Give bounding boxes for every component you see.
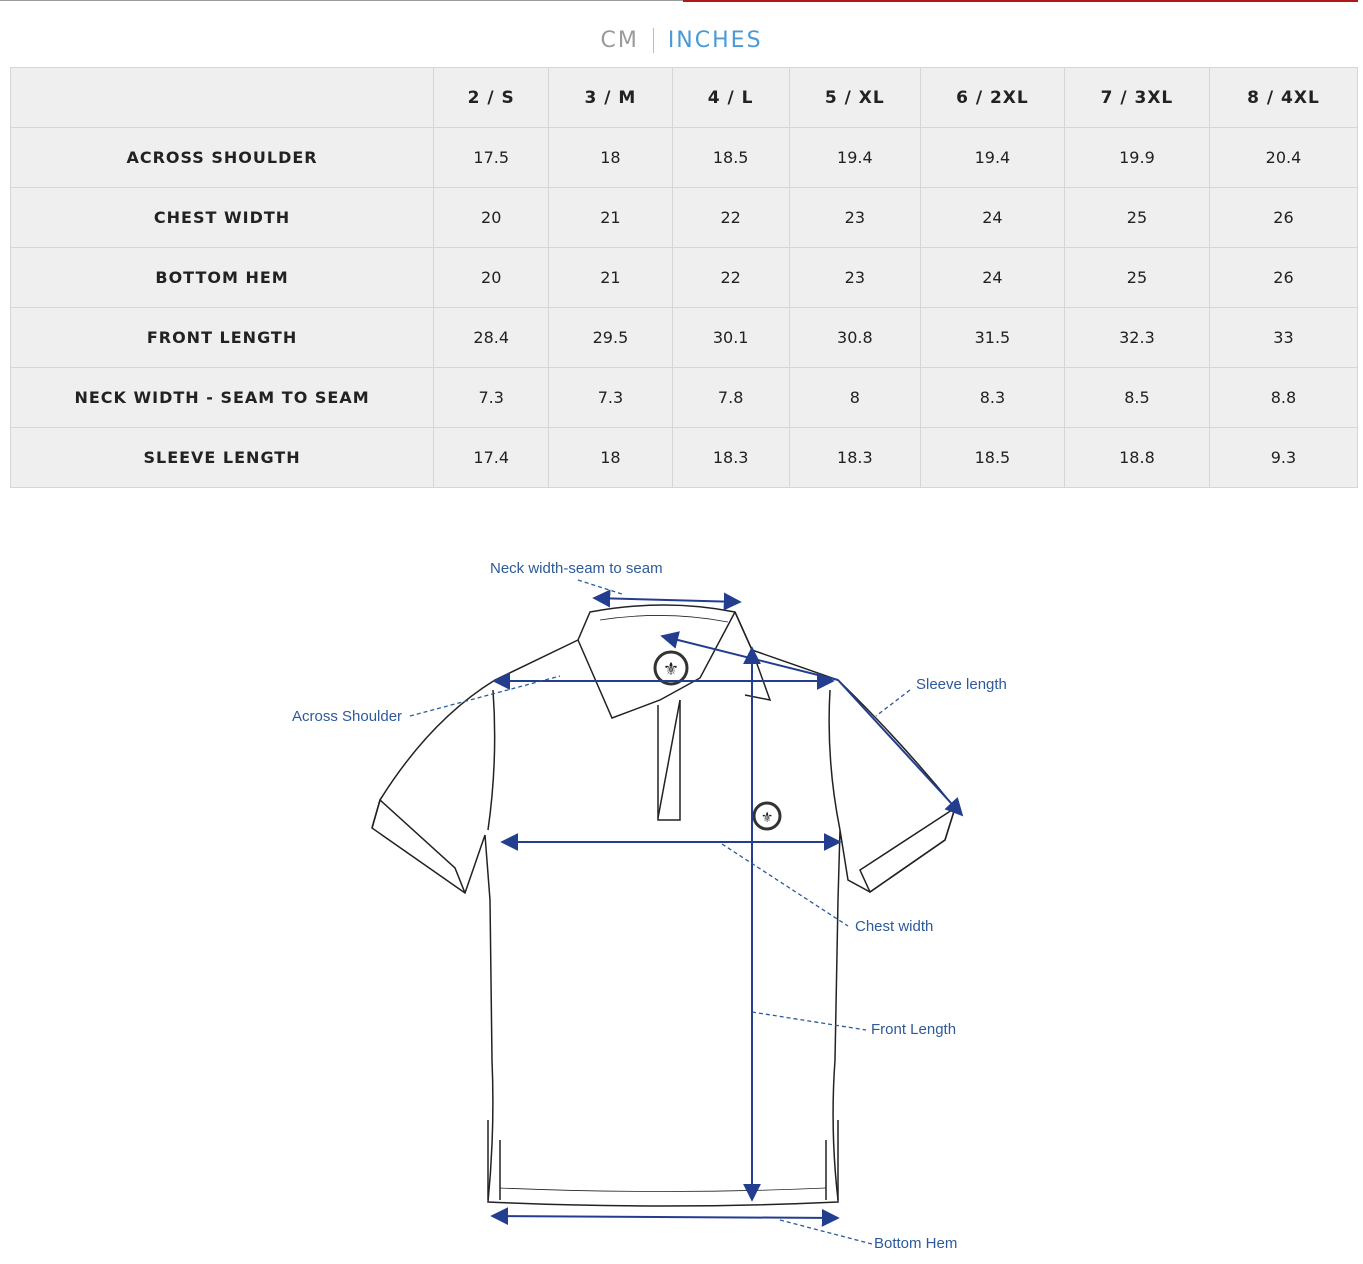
neck-measure <box>592 589 742 611</box>
measurement-value: 19.9 <box>1063 127 1210 188</box>
measurement-value: 24 <box>919 187 1065 248</box>
svg-text:⚜: ⚜ <box>761 810 774 826</box>
unit-toggle: CM INCHES <box>0 28 1363 53</box>
measurement-value: 17.4 <box>433 427 550 488</box>
shirt-outline <box>371 604 957 1207</box>
measurement-value: 33 <box>1208 307 1359 368</box>
table-row: SLEEVE LENGTH 17.4 18 18.3 18.3 18.5 18.8 9.3 <box>9 427 1359 488</box>
measurement-value: 18 <box>548 427 673 488</box>
label-leaders <box>409 579 911 1245</box>
measurement-value: 24 <box>919 247 1065 308</box>
table-row: ACROSS SHOULDER 17.5 18 18.5 19.4 19.4 19.9 20.… <box>9 127 1359 188</box>
size-header: 4 / L <box>671 67 790 128</box>
label-chest-width: Chest width <box>855 918 934 935</box>
table-row: BOTTOM HEM 20 21 22 23 24 25 26 <box>9 247 1359 308</box>
measurement-value: 19.4 <box>788 127 921 188</box>
measure-lines <box>490 589 964 1227</box>
table-row: NECK WIDTH - SEAM TO SEAM 7.3 7.3 7.8 8 8.3 8.… <box>9 367 1359 428</box>
measurement-value: 20 <box>433 187 550 248</box>
measurement-value: 23 <box>788 247 921 308</box>
table-row: FRONT LENGTH 28.4 29.5 30.1 30.8 31.5 32.3 33 <box>9 307 1359 368</box>
measurement-value: 18.5 <box>919 427 1065 488</box>
size-header: 5 / XL <box>788 67 921 128</box>
sleeve-measure <box>837 679 964 817</box>
top-divider-active <box>683 0 1358 2</box>
measurement-value: 9.3 <box>1208 427 1359 488</box>
label-across-shoulder: Across Shoulder <box>292 708 403 725</box>
unit-inches-tab[interactable]: INCHES <box>667 28 763 53</box>
measurement-value: 32.3 <box>1063 307 1210 368</box>
measurement-value: 18.8 <box>1063 427 1210 488</box>
measurement-label: ACROSS SHOULDER <box>9 127 435 188</box>
measurement-value: 7.3 <box>433 367 550 428</box>
measurement-value: 18 <box>548 127 673 188</box>
hem-measure <box>490 1207 840 1227</box>
measurement-value: 30.1 <box>671 307 790 368</box>
measurement-label: CHEST WIDTH <box>9 187 435 248</box>
svg-text:⚜: ⚜ <box>663 659 679 680</box>
table-row: CHEST WIDTH 20 21 22 23 24 25 26 <box>9 187 1359 248</box>
measurement-label: SLEEVE LENGTH <box>9 427 435 488</box>
measurement-value: 8 <box>788 367 921 428</box>
measurement-value: 8.5 <box>1063 367 1210 428</box>
size-header: 2 / S <box>433 67 550 128</box>
label-neck-width: Neck width-seam to seam <box>490 560 663 577</box>
size-header: 6 / 2XL <box>919 67 1065 128</box>
measurement-value: 21 <box>548 247 673 308</box>
measurement-value: 17.5 <box>433 127 550 188</box>
label-front-length: Front Length <box>871 1021 957 1038</box>
measurement-value: 18.3 <box>788 427 921 488</box>
top-divider <box>0 0 683 1</box>
measurement-value: 8.3 <box>919 367 1065 428</box>
measurement-value: 20 <box>433 247 550 308</box>
measurement-label: FRONT LENGTH <box>9 307 435 368</box>
unit-cm-tab[interactable]: CM <box>586 28 654 53</box>
label-bottom-hem: Bottom Hem <box>874 1235 958 1252</box>
measurement-value: 18.5 <box>671 127 790 188</box>
measurement-label: NECK WIDTH - SEAM TO SEAM <box>9 367 435 428</box>
measurement-value: 28.4 <box>433 307 550 368</box>
label-sleeve-length: Sleeve length <box>916 676 1007 693</box>
measurement-value: 31.5 <box>919 307 1065 368</box>
measurement-value: 30.8 <box>788 307 921 368</box>
measurement-value: 25 <box>1063 247 1210 308</box>
measurement-value: 22 <box>671 247 790 308</box>
header-empty-cell <box>9 67 435 128</box>
size-header: 8 / 4XL <box>1208 67 1359 128</box>
size-header: 3 / M <box>548 67 673 128</box>
measurement-value: 18.3 <box>671 427 790 488</box>
measurement-value: 19.4 <box>919 127 1065 188</box>
measurement-value: 20.4 <box>1208 127 1359 188</box>
